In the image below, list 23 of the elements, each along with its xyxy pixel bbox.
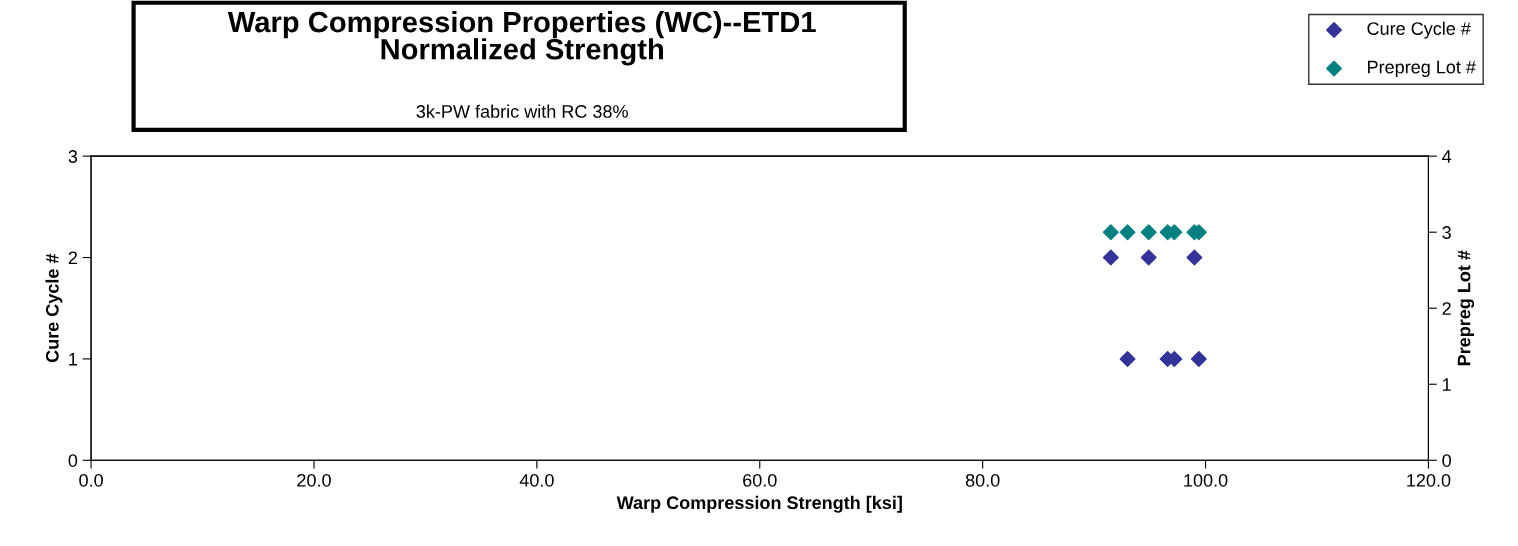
y2-axis-title: Prepreg Lot # (1457, 250, 1475, 366)
legend-label: Cure Cycle # (1367, 21, 1471, 39)
x-tick-label: 0.0 (79, 473, 103, 487)
x-tick-label: 100.0 (1184, 473, 1228, 487)
x-axis-title: Warp Compression Strength [ksi] (616, 495, 902, 513)
x-tick-label: 60.0 (743, 473, 777, 487)
y2-tick-label: 0 (1442, 454, 1451, 467)
x-tick-label: 20.0 (297, 473, 331, 487)
y-tick-label: 2 (68, 251, 77, 265)
chart-title: Warp Compression Properties (WC)--ETD1 Normalized Strength (227, 10, 816, 66)
y-axis-title: Cure Cycle # (45, 253, 63, 363)
legend-label: Prepreg Lot # (1368, 60, 1476, 78)
y-tick-label: 0 (68, 454, 78, 467)
y-tick-label: 1 (69, 353, 78, 366)
x-tick-label: 40.0 (519, 473, 554, 487)
y2-tick-label: 3 (1442, 226, 1451, 239)
y2-tick-label: 4 (1442, 150, 1452, 163)
chart-subtitle: 3k-PW fabric with RC 38% (416, 104, 628, 118)
x-tick-label: 120.0 (1407, 473, 1451, 487)
y-tick-label: 3 (68, 150, 78, 163)
x-tick-label: 80.0 (965, 473, 1000, 487)
y2-tick-label: 1 (1443, 378, 1451, 391)
y2-tick-label: 2 (1442, 302, 1451, 315)
